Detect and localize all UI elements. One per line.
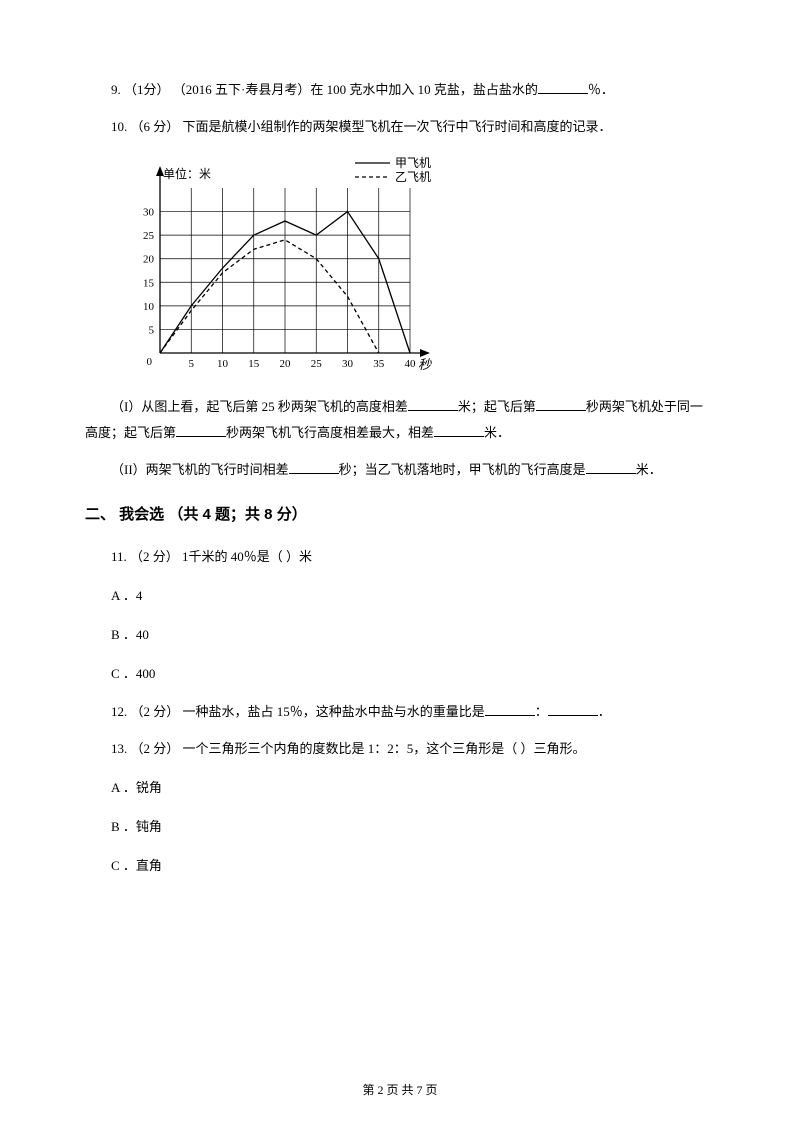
q10-p1-d: 秒两架飞机飞行高度相差最大，相差 (226, 425, 434, 440)
q10-p2-b: 秒；当乙飞机落地时，甲飞机的飞行高度是 (339, 462, 586, 477)
svg-text:25: 25 (311, 358, 323, 370)
q10-blank-4[interactable] (434, 423, 484, 437)
q11-option-a[interactable]: A ．4 (111, 586, 715, 607)
q11-option-b[interactable]: B ．40 (111, 625, 715, 646)
q9-blank[interactable] (538, 80, 588, 94)
q12-blank-2[interactable] (548, 702, 598, 716)
flight-chart-svg: 5 10 15 20 25 30 35 40 5 10 15 20 25 30 0 单位：米秒 甲飞机乙飞机 (125, 153, 435, 373)
question-13: 13. （2 分） 一个三角形三个内角的度数比是 1：2：5，这个三角形是（ ）… (85, 739, 715, 876)
svg-text:秒: 秒 (418, 357, 432, 372)
q9-text-a: 9. （1分） （2016 五下·寿县月考）在 100 克水中加入 10 克盐，… (111, 82, 538, 97)
svg-text:15: 15 (248, 358, 260, 370)
q12-blank-1[interactable] (485, 702, 535, 716)
svg-text:10: 10 (143, 300, 155, 312)
q12-text: 12. （2 分） 一种盐水，盐占 15％，这种盐水中盐与水的重量比是 ： ． (85, 702, 715, 723)
q10-chart: 5 10 15 20 25 30 35 40 5 10 15 20 25 30 0 单位：米秒 甲飞机乙飞机 (125, 153, 715, 380)
svg-text:甲飞机: 甲飞机 (395, 156, 431, 170)
q13-option-b[interactable]: B ．钝角 (111, 817, 715, 838)
svg-text:25: 25 (143, 230, 155, 242)
q13-options: A ．锐角 B ．钝角 C ．直角 (85, 778, 715, 876)
q13-option-c[interactable]: C ．直角 (111, 856, 715, 877)
q9-text-b: ％． (588, 82, 614, 97)
svg-text:30: 30 (143, 206, 155, 218)
section-2-heading: 二、 我会选 （共 4 题；共 8 分） (85, 503, 715, 527)
q10-p1-b: 米；起飞后第 (458, 399, 536, 414)
q10-p1-a: （I）从图上看，起飞后第 25 秒两架飞机的高度相差 (111, 399, 408, 414)
question-10: 10. （6 分） 下面是航模小组制作的两架模型飞机在一次飞行中飞行时间和高度的… (85, 117, 715, 481)
q10-blank-5[interactable] (289, 460, 339, 474)
q10-p2-c: 米． (636, 462, 662, 477)
question-9: 9. （1分） （2016 五下·寿县月考）在 100 克水中加入 10 克盐，… (85, 80, 715, 101)
q12-text-a: 12. （2 分） 一种盐水，盐占 15％，这种盐水中盐与水的重量比是 (111, 704, 485, 719)
svg-text:20: 20 (143, 253, 155, 265)
svg-text:30: 30 (342, 358, 354, 370)
q10-p1-e: 米． (484, 425, 510, 440)
svg-text:35: 35 (373, 358, 385, 370)
svg-text:0: 0 (147, 356, 153, 368)
q11-option-c[interactable]: C ．400 (111, 664, 715, 685)
svg-text:5: 5 (149, 324, 155, 336)
q10-intro: 10. （6 分） 下面是航模小组制作的两架模型飞机在一次飞行中飞行时间和高度的… (85, 117, 715, 138)
q10-part2: （II）两架飞机的飞行时间相差 秒；当乙飞机落地时，甲飞机的飞行高度是 米． (85, 460, 715, 481)
q11-text: 11. （2 分） 1千米的 40％是（ ）米 (85, 547, 715, 568)
svg-text:5: 5 (189, 358, 195, 370)
q13-option-a[interactable]: A ．锐角 (111, 778, 715, 799)
q11-options: A ．4 B ．40 C ．400 (85, 586, 715, 684)
svg-text:10: 10 (217, 358, 229, 370)
q10-blank-2[interactable] (536, 397, 586, 411)
q10-blank-3[interactable] (176, 423, 226, 437)
question-11: 11. （2 分） 1千米的 40％是（ ）米 A ．4 B ．40 C ．40… (85, 547, 715, 684)
q12-text-c: ． (598, 704, 611, 719)
svg-text:40: 40 (405, 358, 417, 370)
q12-text-b: ： (535, 704, 548, 719)
svg-text:20: 20 (280, 358, 292, 370)
q10-part1: （I）从图上看，起飞后第 25 秒两架飞机的高度相差米；起飞后第秒两架飞机处于同… (85, 394, 715, 446)
q10-blank-6[interactable] (586, 460, 636, 474)
q10-p2-a: （II）两架飞机的飞行时间相差 (111, 462, 289, 477)
page-footer: 第 2 页 共 7 页 (0, 1081, 800, 1100)
svg-text:乙飞机: 乙飞机 (395, 170, 431, 184)
svg-text:单位：米: 单位：米 (163, 166, 211, 181)
question-12: 12. （2 分） 一种盐水，盐占 15％，这种盐水中盐与水的重量比是 ： ． (85, 702, 715, 723)
svg-text:15: 15 (143, 277, 155, 289)
q9-text: 9. （1分） （2016 五下·寿县月考）在 100 克水中加入 10 克盐，… (85, 80, 715, 101)
q10-blank-1[interactable] (408, 397, 458, 411)
q13-text: 13. （2 分） 一个三角形三个内角的度数比是 1：2：5，这个三角形是（ ）… (85, 739, 715, 760)
